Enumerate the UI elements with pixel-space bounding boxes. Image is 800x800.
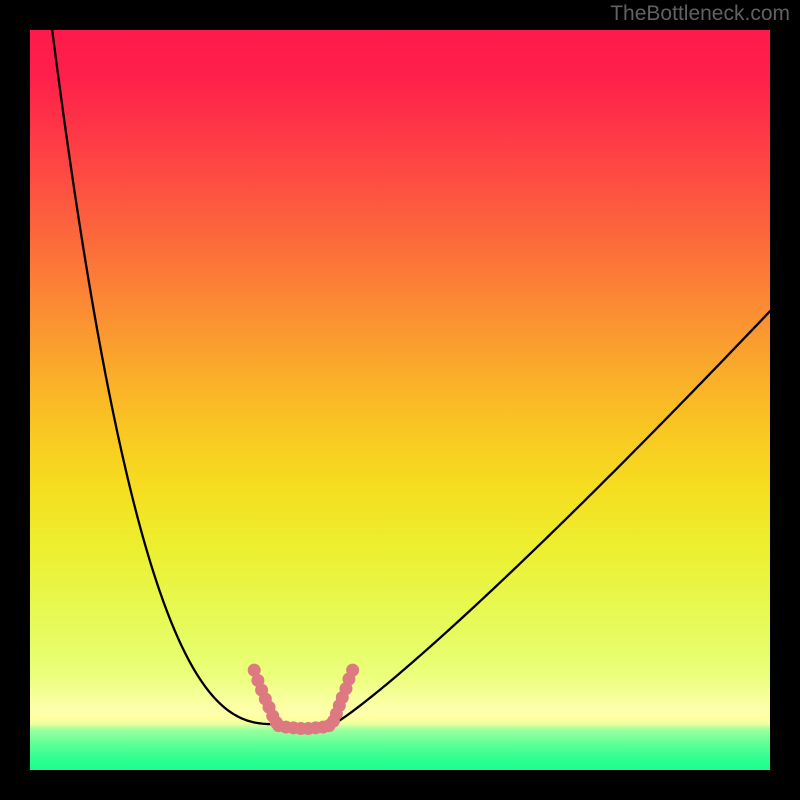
bottleneck-chart <box>0 0 800 800</box>
chart-gradient-bg <box>30 30 770 770</box>
marker-dot <box>346 664 359 677</box>
